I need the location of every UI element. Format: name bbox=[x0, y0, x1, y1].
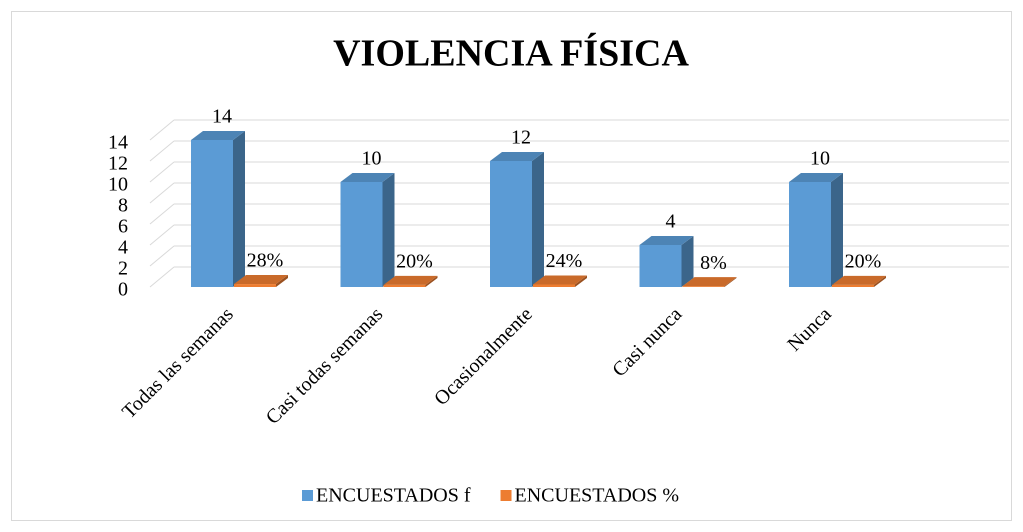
bar-side bbox=[575, 275, 587, 287]
grid-line-side bbox=[149, 182, 175, 204]
bar-front bbox=[383, 284, 426, 287]
bar-side bbox=[724, 277, 737, 287]
data-label: 24% bbox=[546, 250, 583, 272]
bar-front bbox=[490, 161, 532, 287]
bar-side bbox=[382, 173, 395, 287]
grid-line-side bbox=[149, 203, 175, 225]
data-label: 28% bbox=[247, 250, 284, 272]
legend-label: ENCUESTADOS % bbox=[515, 485, 680, 507]
bar-top bbox=[340, 173, 395, 182]
bar-top bbox=[832, 275, 886, 285]
y-tick-label: 12 bbox=[108, 153, 128, 175]
bar-front bbox=[340, 182, 383, 287]
bar-top bbox=[490, 152, 544, 161]
bar-top bbox=[639, 236, 694, 245]
legend-swatch bbox=[500, 490, 512, 501]
grid-line-side bbox=[149, 161, 175, 183]
legend-swatch bbox=[302, 490, 313, 501]
grid-line-side bbox=[149, 224, 175, 246]
y-tick-label: 10 bbox=[108, 174, 128, 196]
bar-top bbox=[383, 275, 438, 285]
bar-top bbox=[789, 173, 843, 182]
legend-label: ENCUESTADOS f bbox=[316, 485, 471, 507]
grid-line-side bbox=[149, 266, 175, 288]
bar-side bbox=[276, 275, 288, 287]
data-label: 4 bbox=[666, 211, 676, 233]
bar-top bbox=[533, 275, 587, 285]
y-tick-label: 2 bbox=[118, 258, 128, 280]
bar-side bbox=[233, 131, 245, 287]
chart-title: VIOLENCIA FÍSICA bbox=[333, 33, 689, 75]
data-label: 10 bbox=[362, 148, 382, 170]
bar-top bbox=[191, 131, 245, 140]
bar-front bbox=[533, 284, 575, 287]
bar-front bbox=[832, 284, 874, 287]
y-tick-label: 4 bbox=[118, 237, 128, 259]
data-label: 8% bbox=[700, 252, 727, 274]
grid-line-side bbox=[149, 119, 175, 141]
y-tick-label: 8 bbox=[118, 195, 128, 217]
bar-side bbox=[831, 173, 843, 287]
data-label: 14 bbox=[212, 106, 232, 128]
bar-side bbox=[874, 275, 886, 287]
bar-top bbox=[234, 275, 288, 285]
grid-line-side bbox=[149, 245, 175, 267]
data-label: 12 bbox=[511, 127, 531, 149]
data-label: 20% bbox=[845, 250, 882, 272]
bar-side bbox=[425, 275, 438, 287]
y-tick-label: 6 bbox=[118, 216, 128, 238]
data-label: 20% bbox=[396, 250, 433, 272]
bar-front bbox=[789, 182, 831, 287]
bar-front bbox=[191, 140, 233, 287]
bar-front bbox=[639, 245, 682, 287]
bar-side bbox=[681, 236, 694, 287]
grid-line-side bbox=[149, 140, 175, 162]
bar-side bbox=[532, 152, 544, 287]
bar-front bbox=[234, 284, 276, 287]
y-tick-label: 14 bbox=[108, 132, 128, 154]
data-label: 10 bbox=[810, 148, 830, 170]
bar-front bbox=[682, 286, 725, 287]
bar-top bbox=[682, 277, 737, 287]
y-tick-label: 0 bbox=[118, 279, 128, 301]
